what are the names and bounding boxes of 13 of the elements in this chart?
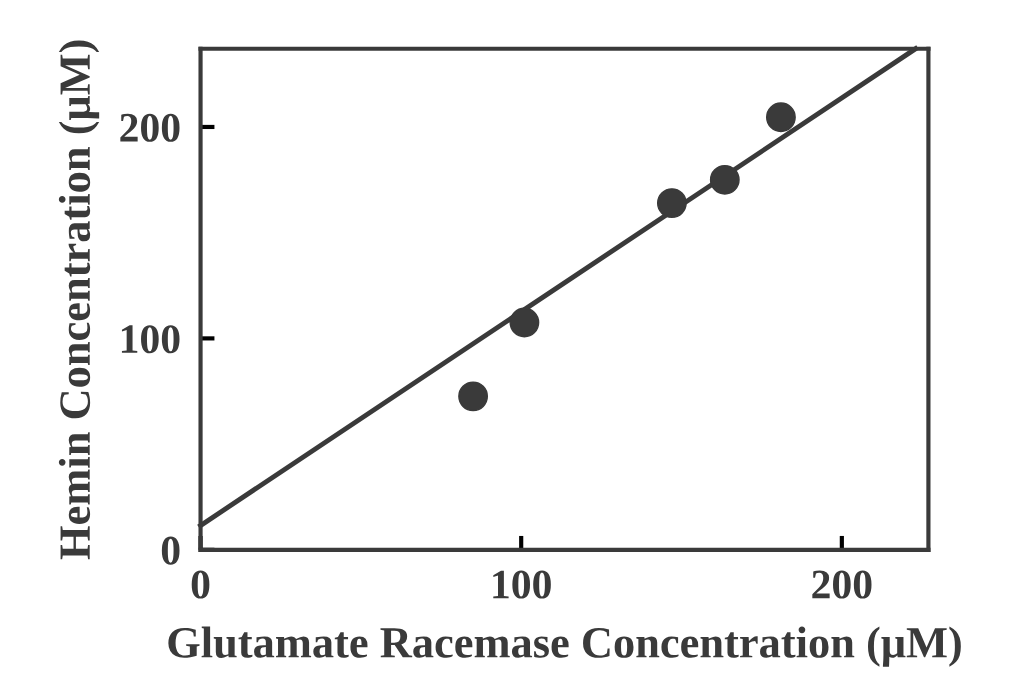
y-tick-label: 100: [121, 325, 180, 354]
x-tick-label: 0: [191, 570, 210, 599]
point: [709, 164, 740, 195]
y-tick-label: 0: [161, 536, 180, 565]
x-tick-label: 100: [493, 570, 551, 599]
point: [765, 102, 796, 133]
point: [458, 381, 489, 412]
point: [656, 188, 687, 219]
point: [509, 307, 540, 338]
y-axis-title: Hemin Concentration (μM): [58, 40, 100, 560]
x-axis-title: Glutamate Racemase Concentration (μM): [168, 626, 961, 667]
x-tick-label: 200: [812, 570, 872, 599]
y-tick-label: 200: [120, 113, 180, 142]
